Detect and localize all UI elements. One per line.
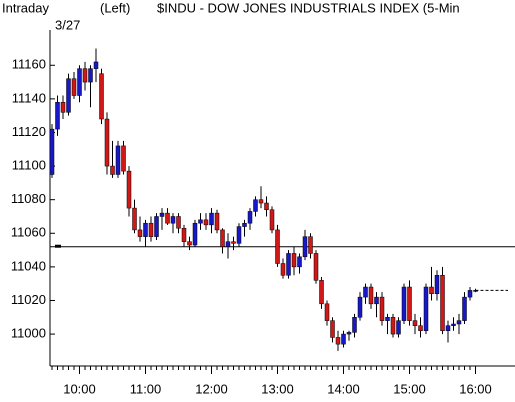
candle-body (181, 227, 187, 242)
candle-body (330, 320, 335, 338)
date-label: 3/27 (55, 17, 80, 32)
candle-body (363, 286, 368, 298)
candle-body (192, 222, 198, 246)
candle-body (165, 212, 170, 224)
candle-body (418, 325, 423, 331)
x-tick-label: 13:00 (261, 381, 294, 396)
candle-body (110, 165, 115, 175)
candle-body (66, 78, 71, 113)
candle-body (357, 296, 363, 318)
candle-body (341, 333, 346, 345)
candle-body (203, 219, 209, 226)
candle-body (368, 286, 374, 305)
candle-body (302, 236, 308, 258)
candle-body (434, 275, 440, 295)
candle-body (401, 286, 407, 321)
candle-body (154, 216, 159, 237)
candle-body (297, 256, 302, 268)
candle-body (220, 229, 225, 247)
candle-body (319, 280, 324, 305)
candle-body (456, 320, 462, 325)
chart-title: $INDU - DOW JONES INDUSTRIALS INDEX (5-M… (157, 0, 460, 15)
candle-body (467, 290, 473, 298)
candle-body (286, 253, 291, 276)
candle-body (390, 317, 396, 335)
x-tick-label: 14:00 (327, 381, 360, 396)
candle-body (412, 320, 418, 326)
candle-body (137, 229, 143, 237)
axis-side-label: (Left) (100, 0, 130, 15)
candle-body (49, 128, 55, 175)
candle-body (209, 212, 214, 226)
candle-body (429, 286, 434, 295)
candle-body (176, 216, 181, 229)
candle-body (445, 325, 451, 331)
candle-body (308, 236, 313, 254)
candle-body (126, 170, 132, 209)
period-label: Intraday (2, 0, 49, 15)
candle-body (335, 337, 341, 345)
candle-body (214, 212, 220, 231)
candle-body (242, 222, 247, 227)
candle-body (352, 317, 357, 333)
candle-body (225, 241, 231, 247)
y-tick-label: 11040 (11, 258, 46, 273)
y-tick-label: 11020 (11, 292, 46, 307)
x-tick-label: 11:00 (130, 381, 162, 396)
y-tick-label: 11000 (11, 326, 46, 341)
candle-body (132, 207, 137, 231)
candle-body (346, 332, 352, 335)
y-tick-label: 11140 (12, 90, 46, 105)
candle-body (264, 202, 269, 211)
candle-body (231, 241, 236, 244)
candle-body (324, 303, 330, 321)
candle-body (313, 253, 319, 281)
x-tick-label: 15:00 (393, 381, 426, 396)
candle-body (385, 317, 390, 321)
x-tick-label: 16:00 (459, 381, 492, 396)
candle-body (396, 320, 401, 335)
candle-body (374, 296, 379, 305)
candle-body (451, 323, 456, 326)
candle-body (253, 199, 258, 212)
candle-body (170, 216, 176, 224)
y-tick-label: 11080 (11, 191, 46, 206)
candle-body (77, 68, 82, 96)
candle-body (104, 118, 110, 167)
candle-body (275, 229, 280, 264)
candle-body (82, 68, 88, 83)
candle-body (99, 73, 104, 120)
candle-body (93, 61, 99, 69)
candle-body (440, 275, 445, 331)
candle-body (88, 68, 93, 83)
candle-body (55, 101, 60, 130)
candle-body (60, 101, 66, 113)
candle-body (462, 296, 467, 321)
candle-body (291, 253, 297, 268)
candle-body (187, 241, 192, 246)
y-tick-label: 11060 (11, 225, 46, 240)
candle-body (143, 222, 148, 237)
reference-marker (55, 244, 61, 248)
candle-body (247, 211, 253, 224)
candle-body (280, 263, 286, 276)
y-tick-label: 11120 (12, 124, 46, 139)
candle-body (258, 199, 264, 204)
candle-body (148, 222, 154, 237)
x-tick-label: 10:00 (63, 381, 96, 396)
candle-body (71, 78, 77, 96)
candle-body (423, 286, 429, 331)
x-tick-label: 12:00 (195, 381, 228, 396)
candle-body (407, 286, 412, 321)
candle-body (379, 296, 385, 321)
y-tick-label: 11100 (12, 158, 46, 173)
candle-body (269, 209, 275, 231)
y-tick-label: 11160 (12, 57, 46, 72)
candle-body (236, 226, 242, 244)
candle-body (198, 219, 203, 224)
candle-body (121, 145, 126, 172)
candle-body (159, 212, 165, 217)
candle-body (115, 145, 121, 175)
